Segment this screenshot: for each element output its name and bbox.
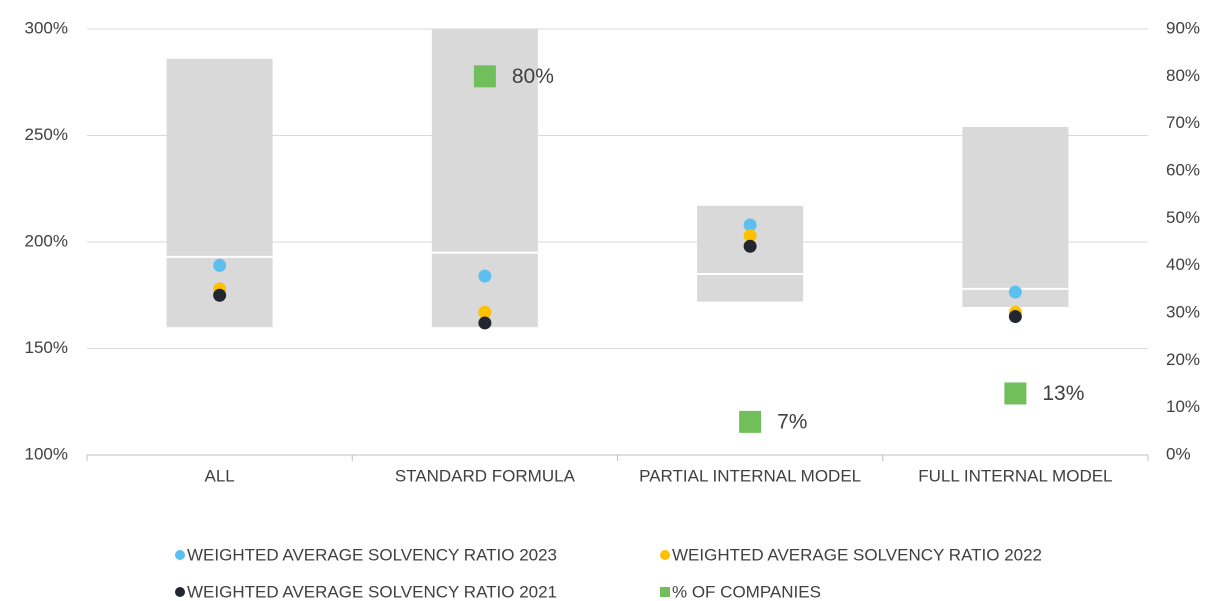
- y-tick-label: 250%: [25, 125, 68, 144]
- x-tick-label: STANDARD FORMULA: [395, 466, 576, 485]
- y-tick-label: 200%: [25, 231, 68, 250]
- y2-tick-label: 20%: [1166, 350, 1200, 369]
- legend-label: % OF COMPANIES: [672, 582, 821, 601]
- y-tick-label: 150%: [25, 338, 68, 357]
- legend-marker: [175, 550, 185, 560]
- y2-tick-label: 0%: [1166, 444, 1191, 463]
- dot: [478, 269, 492, 283]
- y2-tick-label: 90%: [1166, 18, 1200, 37]
- dot: [1008, 285, 1022, 299]
- dot: [213, 288, 227, 302]
- data-label: 80%: [512, 65, 554, 88]
- dot: [743, 239, 757, 253]
- legend-marker: [175, 587, 185, 597]
- legend-marker: [660, 550, 670, 560]
- marker: [1004, 382, 1027, 405]
- marker: [473, 65, 496, 88]
- dot: [213, 258, 227, 272]
- range-box: [962, 126, 1069, 307]
- y2-tick-label: 60%: [1166, 160, 1200, 179]
- dot: [743, 229, 757, 243]
- legend-marker: [660, 587, 670, 597]
- x-tick-label: PARTIAL INTERNAL MODEL: [639, 466, 861, 485]
- y2-tick-label: 70%: [1166, 113, 1200, 132]
- data-label: 7%: [777, 410, 807, 433]
- dot: [478, 305, 492, 319]
- y2-tick-label: 40%: [1166, 255, 1200, 274]
- x-tick-label: FULL INTERNAL MODEL: [918, 466, 1112, 485]
- x-tick-label: ALL: [205, 466, 235, 485]
- dot: [478, 316, 492, 330]
- marker: [739, 410, 762, 433]
- legend-label: WEIGHTED AVERAGE SOLVENCY RATIO 2021: [187, 582, 557, 601]
- y-tick-label: 300%: [25, 18, 68, 37]
- legend-label: WEIGHTED AVERAGE SOLVENCY RATIO 2022: [672, 545, 1042, 564]
- dot: [1008, 310, 1022, 324]
- y2-tick-label: 30%: [1166, 302, 1200, 321]
- legend-label: WEIGHTED AVERAGE SOLVENCY RATIO 2023: [187, 545, 557, 564]
- y2-tick-label: 50%: [1166, 208, 1200, 227]
- y2-tick-label: 80%: [1166, 66, 1200, 85]
- y2-tick-label: 10%: [1166, 397, 1200, 416]
- y-tick-label: 100%: [25, 444, 68, 463]
- dot: [743, 218, 757, 232]
- data-label: 13%: [1042, 382, 1084, 405]
